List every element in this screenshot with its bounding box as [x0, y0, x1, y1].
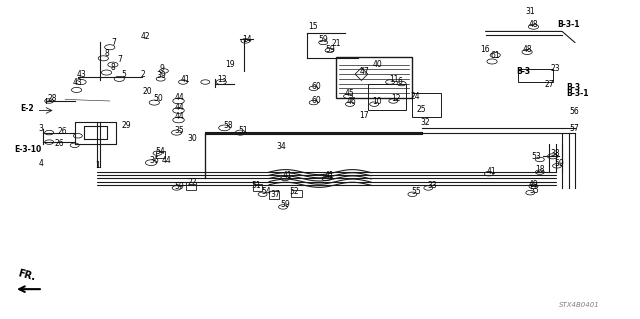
Bar: [186, 182, 196, 189]
Text: 7: 7: [117, 56, 122, 64]
Text: 33: 33: [427, 181, 437, 190]
Bar: [253, 184, 262, 191]
Text: 19: 19: [226, 60, 236, 69]
Bar: [368, 84, 406, 110]
Text: 59: 59: [554, 159, 564, 168]
Text: 17: 17: [360, 111, 369, 120]
Text: 8: 8: [104, 49, 109, 58]
Text: 47: 47: [360, 67, 369, 76]
Text: 59: 59: [280, 200, 291, 209]
Text: 2: 2: [140, 70, 145, 79]
Text: 59: 59: [175, 182, 184, 191]
Text: 57: 57: [570, 124, 580, 133]
Text: 56: 56: [570, 107, 580, 116]
Text: 14: 14: [243, 35, 252, 44]
Text: 61: 61: [491, 51, 500, 60]
Bar: [336, 57, 412, 98]
Text: 40: 40: [372, 60, 382, 69]
Text: 45: 45: [344, 89, 354, 98]
Text: E-2: E-2: [20, 104, 34, 113]
Text: 32: 32: [420, 118, 430, 127]
Text: 8: 8: [111, 63, 116, 72]
Text: 44: 44: [162, 156, 172, 165]
Bar: [518, 69, 552, 82]
Text: 44: 44: [175, 112, 184, 121]
Text: B-3-1: B-3-1: [566, 89, 589, 98]
Text: 5: 5: [121, 70, 126, 79]
Text: 55: 55: [411, 187, 421, 196]
Text: 26: 26: [54, 138, 64, 148]
Text: 53: 53: [532, 152, 541, 161]
Text: B-3-1: B-3-1: [557, 20, 580, 29]
Bar: [412, 93, 441, 117]
Text: 20: 20: [143, 87, 152, 96]
Text: 23: 23: [550, 64, 560, 73]
Text: 35: 35: [175, 126, 184, 135]
Text: 16: 16: [481, 45, 490, 54]
Text: 15: 15: [308, 22, 318, 31]
Text: 26: 26: [58, 128, 67, 137]
Text: 54: 54: [156, 147, 165, 156]
Text: 6: 6: [397, 77, 403, 85]
Text: 43: 43: [73, 78, 83, 86]
Text: 18: 18: [536, 165, 545, 174]
Text: 10: 10: [372, 97, 382, 107]
Text: FR.: FR.: [17, 269, 37, 283]
Text: 44: 44: [175, 93, 184, 102]
Text: 44: 44: [175, 103, 184, 112]
Text: 42: 42: [140, 32, 150, 41]
Text: 38: 38: [550, 149, 560, 158]
Text: 51: 51: [252, 181, 262, 190]
Text: 60: 60: [312, 96, 321, 105]
Text: STX4B0401: STX4B0401: [559, 302, 600, 308]
Text: 39: 39: [156, 71, 166, 80]
Text: 7: 7: [111, 38, 116, 47]
Text: 13: 13: [217, 75, 227, 84]
Text: 60: 60: [312, 82, 321, 91]
Text: B-3: B-3: [566, 83, 580, 92]
Text: 41: 41: [487, 167, 497, 176]
Text: 48: 48: [523, 45, 532, 54]
Text: 27: 27: [544, 80, 554, 89]
Text: 30: 30: [188, 134, 197, 144]
Text: 4: 4: [38, 159, 44, 168]
Text: 49: 49: [529, 180, 539, 189]
Text: 34: 34: [276, 142, 287, 151]
Bar: [269, 191, 279, 199]
Text: 59: 59: [325, 45, 335, 54]
Text: 50: 50: [153, 94, 163, 103]
Text: 24: 24: [410, 93, 420, 101]
Text: 21: 21: [332, 39, 341, 48]
Text: 12: 12: [392, 94, 401, 103]
Text: 9: 9: [159, 64, 164, 73]
Text: 52: 52: [289, 187, 299, 196]
Text: E-3-10: E-3-10: [14, 145, 42, 154]
Text: 55: 55: [529, 186, 539, 195]
Text: 41: 41: [325, 171, 335, 181]
Text: 51: 51: [239, 126, 248, 135]
Text: 22: 22: [188, 178, 197, 187]
Text: 59: 59: [319, 35, 328, 44]
Text: 36: 36: [149, 156, 159, 165]
Bar: [291, 189, 301, 197]
Text: 41: 41: [181, 75, 191, 84]
Text: 37: 37: [270, 190, 280, 199]
Text: 58: 58: [223, 121, 233, 130]
Text: 25: 25: [417, 105, 426, 114]
Text: 1: 1: [96, 161, 100, 170]
Text: 54: 54: [261, 187, 271, 196]
Text: 11: 11: [389, 75, 398, 84]
Text: B-3: B-3: [516, 67, 531, 76]
Text: 43: 43: [77, 70, 86, 78]
Text: 41: 41: [283, 171, 292, 181]
Text: 29: 29: [121, 121, 131, 130]
Text: 46: 46: [347, 97, 356, 107]
Text: 3: 3: [38, 124, 44, 133]
Text: 48: 48: [529, 20, 539, 29]
Text: 31: 31: [525, 7, 535, 16]
Bar: [156, 151, 164, 158]
Text: 28: 28: [47, 94, 57, 103]
